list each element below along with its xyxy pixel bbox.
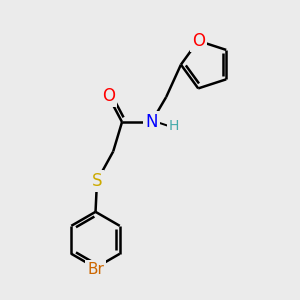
Text: Br: Br: [87, 262, 104, 277]
Text: N: N: [145, 113, 158, 131]
Text: O: O: [102, 86, 115, 104]
Text: S: S: [92, 172, 102, 190]
Text: H: H: [168, 119, 179, 134]
Text: O: O: [192, 32, 205, 50]
